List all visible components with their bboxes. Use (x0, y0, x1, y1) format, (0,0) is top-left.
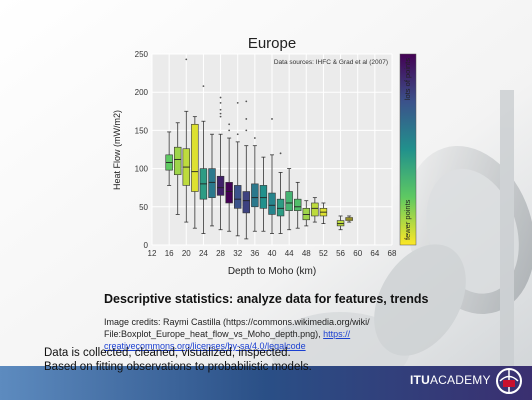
colorbar-top-label: lots of points (403, 58, 412, 100)
box-outlier (253, 137, 256, 139)
box-series (165, 58, 353, 240)
y-tick-label: 250 (135, 50, 149, 59)
data-source-annotation: Data sources: IHFC & Grad et al (2007) (274, 59, 388, 66)
satellite-dish-art (270, 90, 532, 388)
x-tick-label: 24 (199, 249, 208, 258)
box-rect (276, 198, 285, 217)
footer-bar (0, 366, 532, 400)
x-tick-label: 68 (388, 249, 397, 258)
x-tick-label: 28 (216, 249, 225, 258)
slide-heading: Descriptive statistics: analyze data for… (104, 292, 429, 306)
colorbar (399, 53, 417, 246)
box-rect (268, 192, 276, 215)
y-tick-label: 100 (135, 165, 149, 174)
logo-academy: ACADEMY (429, 373, 491, 387)
license-link-part-1[interactable]: https:// (323, 329, 351, 339)
box-rect (191, 123, 199, 192)
chart-title: Europe (248, 35, 296, 52)
box-rect (216, 175, 225, 196)
credits-line-3: creativecommons.org/licenses/by-sa/4.0/l… (104, 340, 404, 352)
box-outlier (219, 96, 222, 99)
y-tick-label: 200 (135, 88, 149, 97)
x-tick-label: 60 (353, 249, 362, 258)
y-tick-label: 0 (144, 241, 149, 250)
itu-academy-logo: ITUACADEMY (410, 373, 491, 387)
box-outlier (185, 58, 188, 61)
x-tick-label: 48 (302, 249, 311, 258)
x-tick-label: 44 (285, 249, 294, 258)
credits-line-2: File:Boxplot_Europe_heat_flow_vs_Moho_de… (104, 328, 404, 340)
license-link-part-2[interactable]: creativecommons.org/licenses/by-sa/4.0/l… (104, 341, 306, 351)
box-rect (294, 198, 302, 211)
box-outlier (245, 100, 248, 103)
box-outlier (219, 101, 222, 104)
y-tick-label: 50 (139, 203, 148, 212)
colorbar-bottom-label: fewer points (403, 199, 412, 240)
box-outlier (219, 112, 222, 115)
x-tick-label: 12 (148, 249, 157, 258)
box-rect (174, 146, 182, 176)
summary-line-2: Based on fitting observations to probabi… (44, 361, 312, 373)
boxplot-chart: 0 50 100 150 200 250 12 16 20 24 28 32 36 40 44 48 52 56 6… (112, 35, 417, 277)
boxplot-figure: 0 50 100 150 200 250 12 16 20 24 28 32 36 40 44 48 52 56 6… (110, 30, 422, 280)
y-tick-label: 150 (135, 126, 149, 135)
x-tick-label: 20 (182, 249, 191, 258)
x-axis-label: Depth to Moho (km) (228, 266, 316, 277)
credits-file-text: File:Boxplot_Europe_heat_flow_vs_Moho_de… (104, 329, 324, 339)
x-tick-label: 64 (370, 249, 379, 258)
box-outlier (228, 123, 231, 126)
box-rect (234, 185, 242, 209)
box-outlier (245, 118, 248, 120)
x-tick-label: 16 (165, 249, 174, 258)
box-outlier (279, 152, 282, 155)
image-credits: Image credits: Raymi Castilla (https://c… (104, 316, 404, 352)
summary-text: Data is collected, cleaned, visualized, … (44, 346, 312, 374)
box-outlier (236, 101, 239, 104)
x-tick-label: 52 (319, 249, 328, 258)
box-outlier (219, 115, 222, 118)
box-outlier (245, 129, 248, 132)
box-rect (311, 202, 319, 217)
box-outlier (219, 108, 222, 111)
box-outlier (202, 85, 205, 87)
box-rect (259, 185, 268, 209)
x-tick-label: 36 (250, 249, 259, 258)
summary-line-1: Data is collected, cleaned, visualized, … (44, 347, 291, 359)
y-axis-label: Heat Flow (mW/m2) (112, 110, 122, 190)
box-rect (242, 191, 250, 214)
box-rect (208, 168, 216, 198)
box-outlier (236, 133, 239, 136)
axes: 0 50 100 150 200 250 12 16 20 24 28 32 36 40 44 48 52 56 6… (135, 50, 397, 258)
box-rect (285, 191, 293, 211)
box-rect (225, 182, 233, 204)
x-tick-label: 40 (268, 249, 277, 258)
itu-globe-icon (496, 368, 522, 394)
box-rect (251, 183, 259, 208)
logo-itu: ITU (410, 373, 430, 387)
x-tick-label: 32 (233, 249, 242, 258)
box-outlier (228, 129, 231, 132)
credits-line-1: Image credits: Raymi Castilla (https://c… (104, 317, 370, 327)
x-tick-label: 56 (336, 249, 345, 258)
box-outlier (271, 118, 273, 120)
